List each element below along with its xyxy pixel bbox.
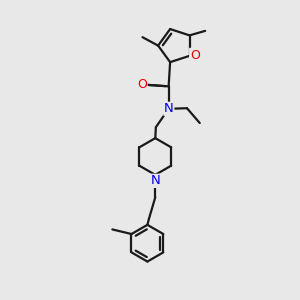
Text: N: N xyxy=(150,174,160,188)
Text: O: O xyxy=(137,78,147,91)
Text: N: N xyxy=(164,102,174,115)
Text: O: O xyxy=(190,49,200,62)
